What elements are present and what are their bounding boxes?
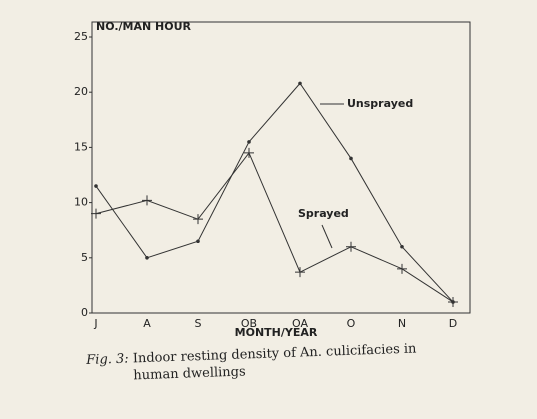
point-marker xyxy=(346,241,356,252)
point-marker xyxy=(448,296,458,307)
point-marker xyxy=(397,263,407,274)
point-marker xyxy=(145,255,149,260)
x-tick-label: J xyxy=(93,317,97,330)
point-marker xyxy=(193,214,203,225)
point-marker xyxy=(244,147,254,158)
point-marker xyxy=(295,267,305,278)
series-label: Sprayed xyxy=(298,207,349,220)
series-label: Unsprayed xyxy=(347,97,413,110)
x-tick-label: O xyxy=(347,317,356,330)
x-tick-label: OB xyxy=(241,317,257,330)
y-tick-label: 10 xyxy=(74,196,88,209)
point-marker xyxy=(91,208,101,219)
x-tick-label: N xyxy=(398,317,406,330)
point-marker xyxy=(298,81,302,86)
x-tick-label: D xyxy=(449,317,457,330)
point-marker xyxy=(349,156,353,161)
x-tick-label: OA xyxy=(292,317,308,330)
point-marker xyxy=(247,140,251,144)
y-tick-label: 5 xyxy=(81,251,88,264)
y-tick-label: 25 xyxy=(74,30,88,43)
series-line xyxy=(95,151,454,303)
point-marker xyxy=(94,184,98,188)
plot-frame xyxy=(91,21,471,314)
point-marker xyxy=(400,244,404,249)
caption-label: Fig. 3: xyxy=(86,351,129,368)
x-axis-label: MONTH/YEAR xyxy=(235,326,318,339)
point-marker xyxy=(196,239,200,244)
y-axis-label: NO./MAN HOUR xyxy=(96,20,191,33)
y-tick-label: 15 xyxy=(74,140,88,153)
y-tick-label: 0 xyxy=(81,306,88,319)
x-tick-label: S xyxy=(195,317,202,330)
annotation-leader xyxy=(321,224,333,249)
x-tick-label: A xyxy=(143,317,151,330)
chart: NO./MAN HOUR MONTH/YEAR 0 5 10 15 20 25 J A S OB O… xyxy=(74,20,471,339)
series-line xyxy=(95,82,454,303)
point-marker xyxy=(142,195,152,206)
y-tick-label: 20 xyxy=(74,85,88,98)
